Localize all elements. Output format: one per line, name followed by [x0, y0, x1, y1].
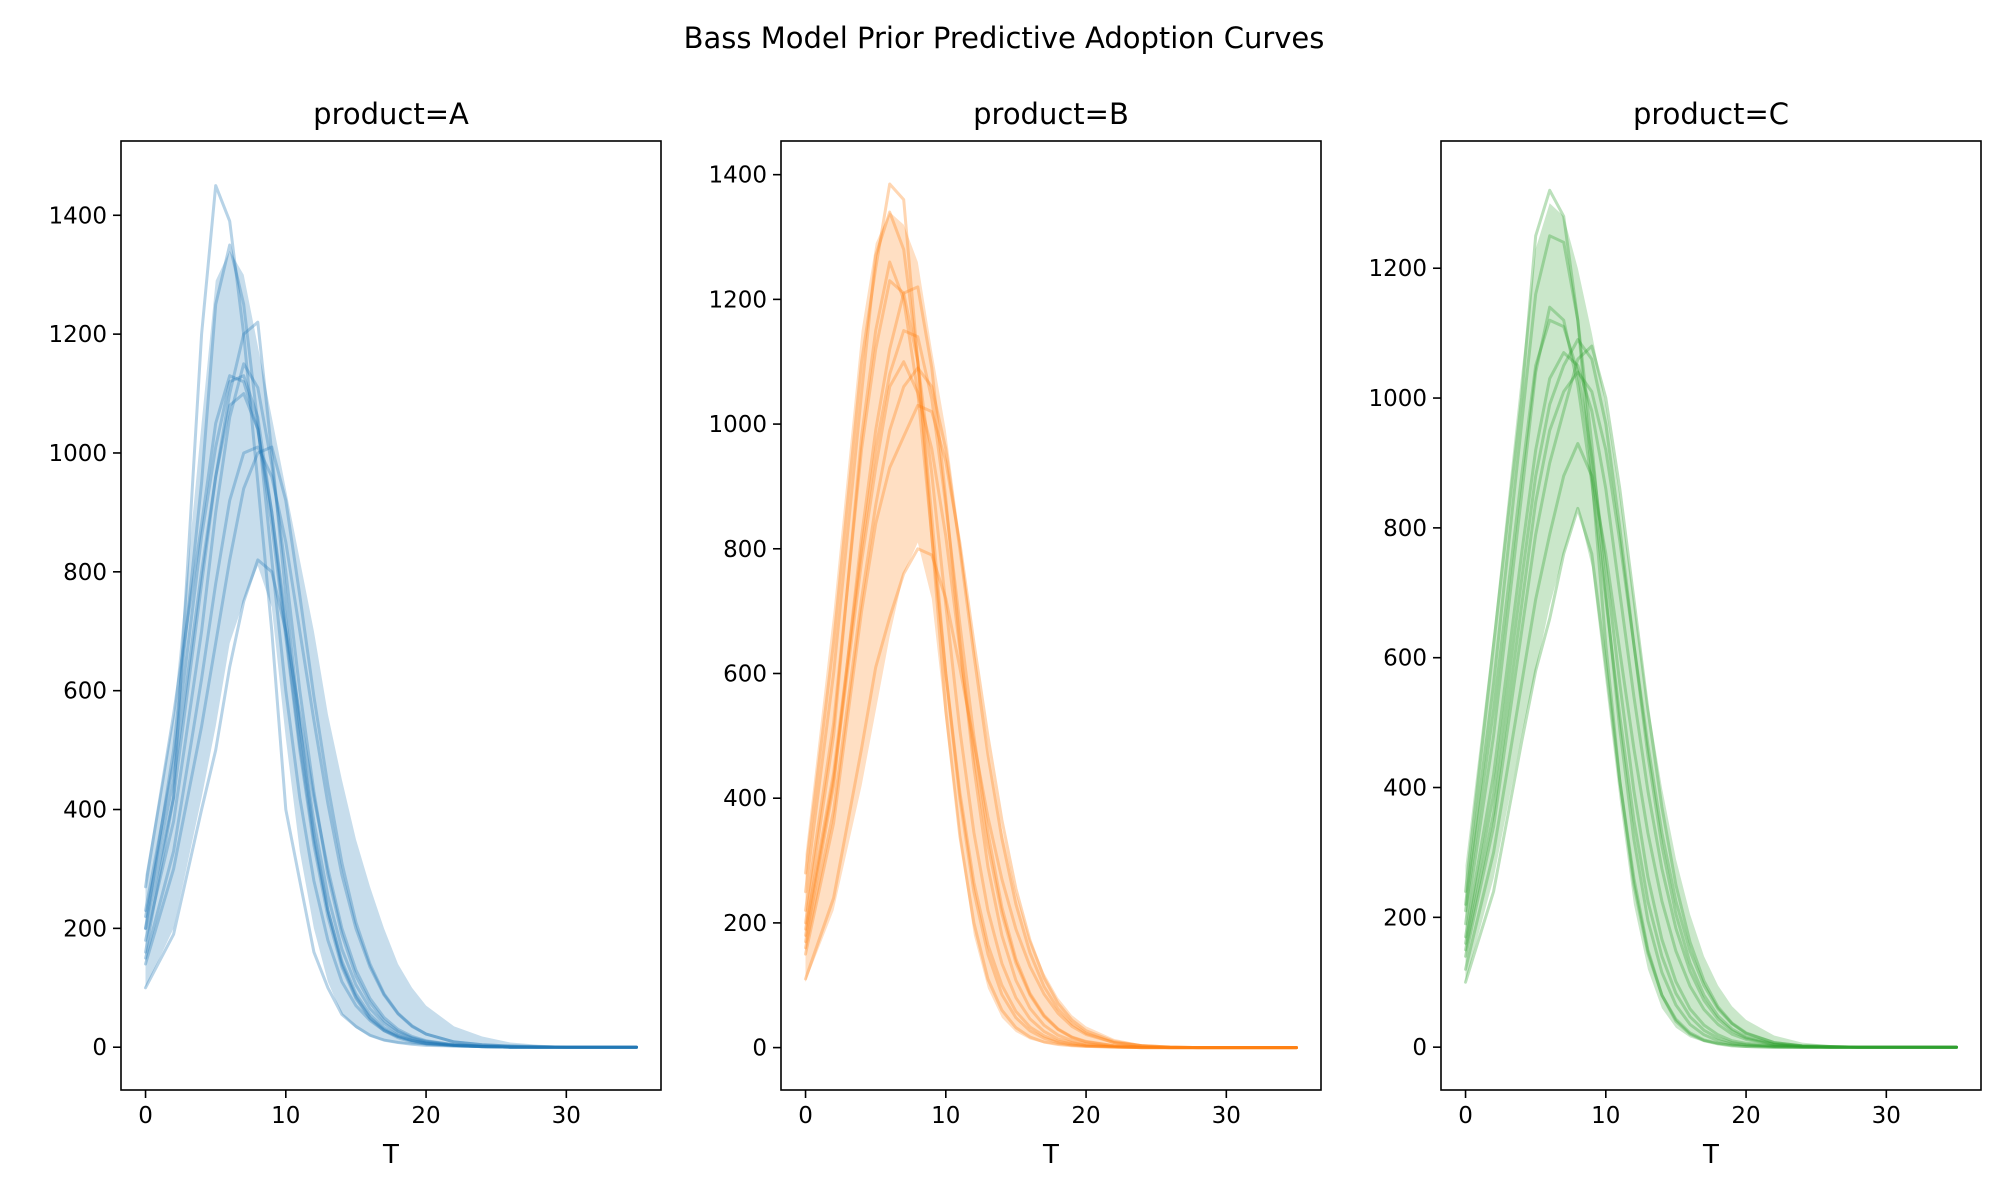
- series-line-7: [1464, 351, 1958, 1049]
- figure-title: Bass Model Prior Predictive Adoption Cur…: [684, 21, 1325, 55]
- panel-title: product=A: [313, 97, 469, 131]
- series-line-2: [1464, 305, 1958, 1049]
- series-line-6: [144, 445, 638, 1049]
- series-line-2: [804, 260, 1298, 1050]
- panels: 0 10 20 300200400600800100012001400Tproduct…: [48, 97, 1982, 1170]
- y-tick-label: 200: [1383, 905, 1427, 931]
- series-line-7: [144, 392, 638, 1049]
- series-line-5: [804, 366, 1298, 1050]
- series-line-9: [144, 558, 638, 1049]
- chart-panel-0: 0 10 20 30 0 200 400 600 800 1000 1200 1400 Tproduct…: [48, 97, 662, 1170]
- y-tick-label: 600: [1383, 646, 1427, 672]
- x-tick-label: 10: [271, 1103, 300, 1129]
- hdi-band: [1465, 203, 1957, 1048]
- y-tick-label: 1400: [48, 203, 107, 229]
- chart-panel-1: 0 10 20 30 0 200 400 600 800 1000 1200 1400 Tproduct…: [708, 97, 1322, 1170]
- y-tick-label: 600: [63, 679, 107, 705]
- plot-area: [144, 184, 638, 1049]
- x-axis-label: T: [382, 1140, 399, 1170]
- x-tick-label: 0: [1458, 1103, 1473, 1129]
- plot-area: [1464, 188, 1958, 1049]
- y-tick-label: 1000: [1368, 386, 1427, 412]
- series-line-9: [804, 547, 1298, 1050]
- series-line-1: [144, 243, 638, 1049]
- series-line-5: [1464, 344, 1958, 1049]
- x-tick-label: 20: [1071, 1103, 1100, 1129]
- y-tick-label: 1200: [48, 322, 107, 348]
- y-tick-label: 200: [723, 911, 767, 937]
- y-tick-label: 400: [723, 786, 767, 812]
- plot-area: [804, 182, 1298, 1050]
- series-line-9: [1464, 506, 1958, 1049]
- panel-title: product=C: [1633, 97, 1789, 131]
- x-tick-label: 10: [931, 1103, 960, 1129]
- series-line-1: [1464, 234, 1958, 1049]
- series-line-8: [804, 360, 1298, 1050]
- series-line-0: [804, 182, 1298, 1050]
- y-tick-label: 600: [723, 661, 767, 687]
- series-line-8: [144, 374, 638, 1049]
- y-tick-label: 0: [1412, 1035, 1427, 1061]
- series-line-4: [144, 374, 638, 1049]
- axes-frame: [1440, 140, 1982, 1091]
- series-line-2: [144, 320, 638, 1049]
- x-tick-label: 0: [798, 1103, 813, 1129]
- series-line-0: [144, 184, 638, 1049]
- y-tick-label: 1400: [708, 163, 767, 189]
- series-line-3: [804, 285, 1298, 1050]
- x-tick-label: 0: [138, 1103, 153, 1129]
- y-tick-label: 1200: [708, 287, 767, 313]
- axes-frame: [120, 140, 662, 1091]
- y-tick-label: 1000: [48, 441, 107, 467]
- x-axis-label: T: [1702, 1140, 1719, 1170]
- y-tick-label: 0: [92, 1035, 107, 1061]
- y-tick-label: 200: [63, 916, 107, 942]
- axes-frame: [780, 140, 1322, 1091]
- series-line-5: [144, 445, 638, 1049]
- y-tick-label: 1200: [1368, 256, 1427, 282]
- series-line-3: [144, 362, 638, 1049]
- y-tick-label: 800: [63, 560, 107, 586]
- hdi-band: [145, 250, 637, 1048]
- series-line-6: [804, 403, 1298, 1050]
- x-tick-label: 20: [1731, 1103, 1760, 1129]
- y-tick-label: 800: [1383, 516, 1427, 542]
- y-tick-label: 400: [63, 798, 107, 824]
- y-tick-label: 800: [723, 537, 767, 563]
- hdi-band: [805, 212, 1297, 1048]
- series-line-8: [1464, 442, 1958, 1049]
- series-line-1: [804, 210, 1298, 1050]
- y-tick-label: 400: [1383, 776, 1427, 802]
- series-line-3: [1464, 338, 1958, 1049]
- x-tick-label: 30: [1872, 1103, 1901, 1129]
- series-line-4: [1464, 370, 1958, 1049]
- y-tick-label: 0: [752, 1036, 767, 1062]
- series-line-6: [1464, 318, 1958, 1049]
- y-tick-label: 1000: [708, 412, 767, 438]
- x-tick-label: 20: [411, 1103, 440, 1129]
- panel-title: product=B: [973, 97, 1129, 131]
- series-line-4: [804, 329, 1298, 1050]
- x-tick-label: 30: [1212, 1103, 1241, 1129]
- x-tick-label: 30: [552, 1103, 581, 1129]
- series-line-0: [1464, 188, 1958, 1049]
- x-axis-label: T: [1042, 1140, 1059, 1170]
- x-tick-label: 10: [1591, 1103, 1620, 1129]
- series-line-7: [804, 279, 1298, 1050]
